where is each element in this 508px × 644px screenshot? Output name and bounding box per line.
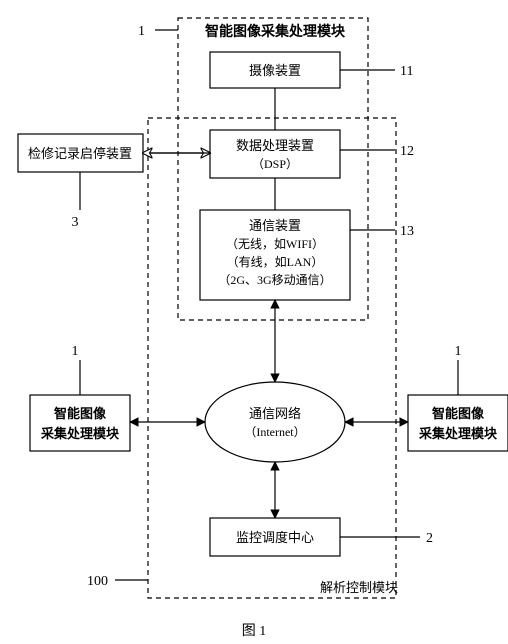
num-camera: 11 xyxy=(400,64,413,79)
num-center: 2 xyxy=(426,531,433,546)
network-label: 通信网络 xyxy=(249,406,301,421)
num-dsp: 12 xyxy=(400,144,414,159)
num-right: 1 xyxy=(455,344,462,359)
inspect-label: 检修记录启停装置 xyxy=(28,146,132,161)
outer-module-label: 智能图像采集处理模块 xyxy=(204,23,346,40)
num-inner: 100 xyxy=(87,574,108,589)
network-sub: （Internet） xyxy=(244,425,305,439)
left-module-node xyxy=(30,395,130,451)
num-left: 1 xyxy=(72,344,79,359)
system-diagram: 智能图像采集处理模块 解析控制模块 摄像装置 数据处理装置 （DSP） 通信装置… xyxy=(0,0,508,644)
num-outer: 1 xyxy=(138,24,145,39)
comm-sub1: （无线，如WIFI） xyxy=(226,236,324,251)
comm-sub3: （2G、3G移动通信） xyxy=(218,273,331,287)
center-label: 监控调度中心 xyxy=(236,530,314,545)
camera-label: 摄像装置 xyxy=(249,63,301,78)
left-module-l2: 采集处理模块 xyxy=(40,426,120,441)
num-inspect: 3 xyxy=(72,215,79,230)
dsp-sub: （DSP） xyxy=(252,157,298,171)
right-module-l1: 智能图像 xyxy=(432,406,485,421)
comm-label: 通信装置 xyxy=(249,218,301,233)
dsp-label: 数据处理装置 xyxy=(236,138,314,153)
right-module-l2: 采集处理模块 xyxy=(418,426,498,441)
figure-caption: 图 1 xyxy=(242,624,267,639)
network-node xyxy=(205,382,345,462)
num-comm: 13 xyxy=(400,224,414,239)
left-module-l1: 智能图像 xyxy=(54,406,107,421)
inner-module-label: 解析控制模块 xyxy=(320,580,398,595)
right-module-node xyxy=(408,395,508,451)
comm-sub2: （有线，如LAN） xyxy=(227,254,324,269)
